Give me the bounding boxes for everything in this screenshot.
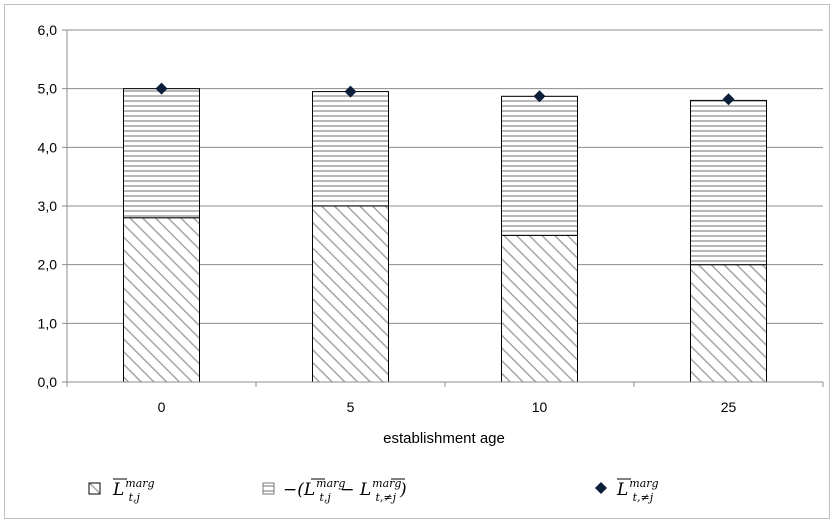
legend-label-2: −(Lmarg t,j − Lmarg t,≠j) [283, 477, 407, 504]
bar-segment-lower [501, 234, 578, 383]
legend-label-1: Lmarg t,j [112, 477, 155, 504]
legend-swatch-diamond [595, 482, 607, 494]
diamond-marker [722, 93, 735, 106]
y-tick-label: 2,0 [38, 257, 58, 273]
bar-segment-upper [690, 99, 767, 266]
x-tick-label: 0 [158, 399, 166, 415]
x-tick-label: 10 [532, 399, 548, 415]
y-tick-label: 0,0 [38, 374, 58, 390]
bar-segment-upper [501, 95, 578, 236]
stacked-bar-chart: 0,0 1,0 2,0 3,0 4,0 5,0 6,0 0 5 10 25 establishmen… [38, 22, 824, 504]
x-axis-title: establishment age [383, 430, 505, 447]
bar-segment-lower [690, 264, 767, 383]
y-tick-label: 5,0 [38, 81, 58, 97]
bar-segment-upper [123, 88, 200, 219]
y-tick-label: 4,0 [38, 139, 58, 155]
bar-segment-lower [312, 205, 389, 383]
diamond-marker [155, 82, 168, 95]
y-tick-label: 6,0 [38, 22, 58, 38]
x-tick-label: 25 [721, 399, 737, 415]
y-tick-label: 3,0 [38, 198, 58, 214]
chart-frame: 0,0 1,0 2,0 3,0 4,0 5,0 6,0 0 5 10 25 establishmen… [4, 4, 830, 519]
bar-segment-lower [123, 217, 200, 383]
legend-label-3: Lmarg t,≠j [616, 477, 659, 504]
diamond-marker [533, 90, 546, 103]
x-tick-label: 5 [347, 399, 355, 415]
diamond-marker [344, 85, 357, 98]
bar-segment-upper [312, 91, 389, 207]
y-tick-label: 1,0 [38, 315, 58, 331]
legend-swatch-striped [262, 482, 275, 495]
legend-swatch-hatched [88, 482, 101, 495]
